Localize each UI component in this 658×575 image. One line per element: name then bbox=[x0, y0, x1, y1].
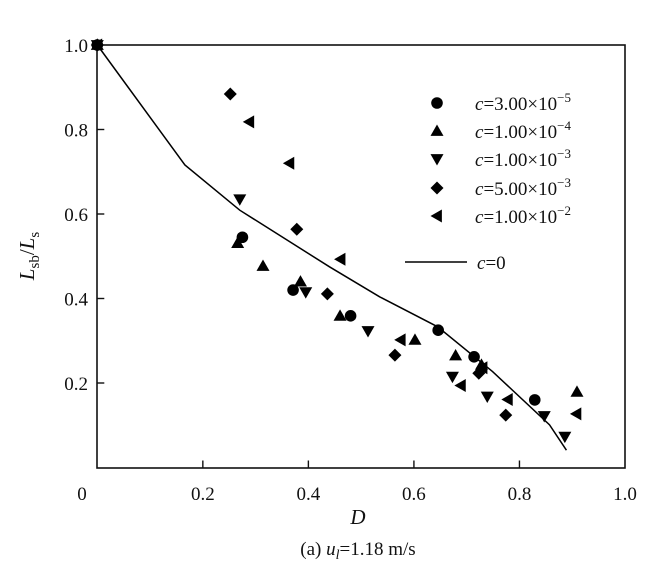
y-tick-label: 0.6 bbox=[64, 205, 88, 226]
x-tick-label: 1.0 bbox=[613, 484, 637, 505]
point-triangle-left bbox=[282, 156, 295, 170]
point-circle bbox=[432, 324, 444, 336]
point-triangle-up bbox=[333, 309, 347, 321]
point-diamond bbox=[388, 348, 402, 362]
point-diamond bbox=[290, 222, 304, 236]
point-triangle-up bbox=[231, 236, 245, 249]
point-triangle-left bbox=[334, 252, 346, 266]
x-tick-label: 0 bbox=[77, 484, 87, 505]
x-axis-label: D bbox=[349, 505, 365, 529]
y-tick-label: 0.4 bbox=[64, 290, 88, 311]
point-circle bbox=[468, 351, 480, 363]
point-triangle-up bbox=[449, 349, 463, 361]
point-triangle-down bbox=[558, 431, 572, 444]
point-circle bbox=[287, 284, 299, 296]
point-triangle-left bbox=[242, 115, 255, 129]
point-diamond bbox=[499, 408, 513, 422]
point-diamond bbox=[320, 287, 334, 301]
point-triangle-up bbox=[293, 275, 307, 287]
point-circle bbox=[528, 394, 541, 406]
line-c0 bbox=[96, 44, 568, 451]
legend-marker-circle bbox=[431, 97, 443, 109]
x-tick-label: 0.8 bbox=[508, 484, 532, 505]
point-triangle-left bbox=[90, 38, 103, 52]
y-tick-label: 0.8 bbox=[64, 121, 88, 142]
point-triangle-down bbox=[299, 287, 313, 299]
legend-label: c=0 bbox=[477, 253, 506, 274]
point-circle bbox=[344, 310, 357, 322]
y-tick-label: 0.2 bbox=[64, 374, 88, 395]
series-triangle-left bbox=[90, 38, 582, 421]
point-diamond bbox=[223, 87, 237, 101]
x-tick-label: 0.4 bbox=[297, 484, 321, 505]
point-triangle-up bbox=[408, 333, 422, 345]
y-tick-label: 1.0 bbox=[64, 36, 88, 57]
legend-label: c=5.00×10−3 bbox=[475, 175, 571, 200]
point-triangle-down bbox=[445, 371, 459, 384]
x-tick-label: 0.2 bbox=[191, 484, 215, 505]
series-diamond bbox=[90, 38, 513, 422]
legend-label: c=1.00×10−2 bbox=[475, 203, 571, 228]
legend-label: c=1.00×10−3 bbox=[475, 146, 571, 171]
plot-frame bbox=[96, 44, 626, 469]
point-triangle-down bbox=[233, 194, 247, 206]
point-triangle-left bbox=[476, 361, 488, 375]
point-triangle-up bbox=[570, 385, 584, 397]
legend-marker-triangle-up bbox=[430, 124, 444, 136]
legend-label: c=1.00×10−4 bbox=[475, 118, 571, 143]
x-tick-label: 0.6 bbox=[402, 484, 426, 505]
point-triangle-down bbox=[361, 326, 375, 338]
point-triangle-left bbox=[454, 379, 466, 393]
point-triangle-left bbox=[501, 392, 513, 406]
legend-marker-triangle-down bbox=[430, 154, 444, 166]
point-triangle-down bbox=[480, 391, 494, 404]
point-triangle-up bbox=[256, 259, 270, 271]
legend-marker-triangle-left bbox=[430, 209, 442, 223]
legend-label: c=3.00×10−5 bbox=[475, 90, 571, 115]
point-triangle-down bbox=[537, 411, 551, 423]
legend: c=3.00×10−5 c=1.00×10−4 c=1.00×10−3 c=5.00×… bbox=[405, 90, 571, 274]
point-triangle-left bbox=[394, 333, 406, 347]
series-circle bbox=[91, 39, 541, 406]
legend-marker-diamond bbox=[430, 181, 444, 195]
y-axis-label: Lsb/Ls bbox=[15, 232, 43, 282]
point-triangle-left bbox=[569, 407, 582, 421]
chart-caption: (a) ul=1.18 m/s bbox=[300, 539, 415, 563]
